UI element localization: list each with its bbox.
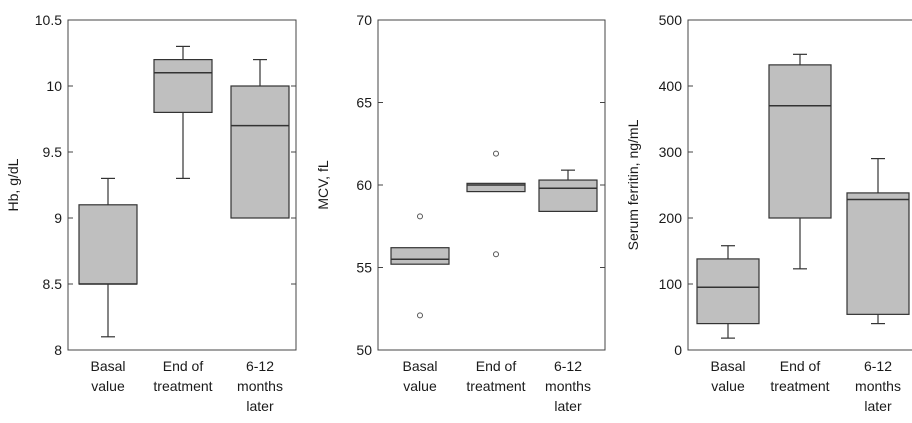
iqr-box bbox=[538, 179, 598, 213]
iqr-box bbox=[230, 85, 290, 219]
iqr-box bbox=[153, 58, 213, 113]
mcv-box-3 bbox=[538, 169, 598, 213]
hb-ytick-label: 8 bbox=[54, 342, 62, 358]
ferritin-y-axis-label: Serum ferritin, ng/mL bbox=[625, 119, 641, 250]
mcv-x-category-label: Basal bbox=[402, 358, 437, 374]
mcv-x-category-label: later bbox=[554, 398, 582, 414]
mcv-ytick-label: 55 bbox=[356, 260, 372, 276]
mcv-boxplot-panel: 50 55 60 65 70 MCV, fL Basal value End of treatme… bbox=[315, 12, 606, 414]
iqr-box bbox=[390, 247, 450, 265]
mcv-box-1 bbox=[390, 213, 450, 319]
iqr-box bbox=[78, 204, 138, 285]
mcv-x-category-label: treatment bbox=[466, 378, 525, 394]
hb-x-category-label: treatment bbox=[153, 378, 212, 394]
mcv-x-category-label: value bbox=[403, 378, 437, 394]
hb-ytick-label: 9 bbox=[54, 210, 62, 226]
mcv-box-2 bbox=[466, 150, 526, 258]
mcv-x-category-label: 6-12 bbox=[554, 358, 582, 374]
ferritin-boxplot-panel: 0 100 200 300 400 500 Serum ferritin, ng/mL Bas… bbox=[625, 12, 912, 414]
hb-x-category-label: later bbox=[246, 398, 274, 414]
ferritin-ytick-label: 400 bbox=[659, 78, 683, 94]
hb-x-category-label: 6-12 bbox=[246, 358, 274, 374]
ferritin-box-1 bbox=[696, 245, 760, 339]
mcv-y-axis-label: MCV, fL bbox=[315, 160, 331, 209]
ferritin-x-category-label: 6-12 bbox=[864, 358, 892, 374]
hb-ytick-label: 10 bbox=[46, 78, 62, 94]
hb-ytick-label: 8.5 bbox=[43, 276, 63, 292]
iqr-box bbox=[696, 258, 760, 325]
hb-x-category-label: months bbox=[237, 378, 283, 394]
mcv-ytick-label: 70 bbox=[356, 12, 372, 28]
ferritin-ytick-label: 0 bbox=[674, 342, 682, 358]
ferritin-box-3 bbox=[846, 158, 910, 325]
ferritin-x-category-label: End of bbox=[780, 358, 821, 374]
ferritin-ytick-label: 300 bbox=[659, 144, 683, 160]
hb-x-category-label: value bbox=[91, 378, 125, 394]
ferritin-ytick-label: 500 bbox=[659, 12, 683, 28]
iqr-box bbox=[846, 192, 910, 315]
hb-x-category-label: Basal bbox=[90, 358, 125, 374]
ferritin-box-2 bbox=[768, 53, 832, 270]
mcv-ytick-label: 50 bbox=[356, 342, 372, 358]
hb-y-axis-label: Hb, g/dL bbox=[5, 158, 21, 211]
hb-plot-frame bbox=[67, 19, 297, 351]
hb-box-3 bbox=[230, 58, 290, 219]
hb-ytick-label: 10.5 bbox=[35, 12, 62, 28]
ferritin-x-category-label: Basal bbox=[710, 358, 745, 374]
iqr-box bbox=[466, 182, 526, 193]
outlier-point bbox=[417, 213, 423, 220]
mcv-ytick-label: 65 bbox=[356, 95, 372, 111]
ferritin-plot-frame bbox=[687, 19, 912, 351]
hb-box-1 bbox=[78, 177, 138, 338]
mcv-x-category-label: months bbox=[545, 378, 591, 394]
outlier-point bbox=[493, 150, 499, 157]
iqr-box bbox=[768, 64, 832, 219]
hb-ytick-label: 9.5 bbox=[43, 144, 63, 160]
ferritin-ytick-label: 100 bbox=[659, 276, 683, 292]
outlier-point bbox=[417, 312, 423, 319]
ferritin-x-category-label: months bbox=[855, 378, 901, 394]
hb-box-2 bbox=[153, 45, 213, 179]
ferritin-x-category-label: later bbox=[864, 398, 892, 414]
ferritin-ytick-label: 200 bbox=[659, 210, 683, 226]
ferritin-x-category-label: treatment bbox=[770, 378, 829, 394]
outlier-point bbox=[493, 251, 499, 258]
mcv-x-category-label: End of bbox=[476, 358, 517, 374]
hb-x-category-label: End of bbox=[163, 358, 204, 374]
hb-boxplot-panel: 8 8.5 9 9.5 10 10.5 Hb, g/dL Basal value End of tr… bbox=[5, 12, 297, 414]
mcv-ytick-label: 60 bbox=[356, 177, 372, 193]
ferritin-x-category-label: value bbox=[711, 378, 745, 394]
